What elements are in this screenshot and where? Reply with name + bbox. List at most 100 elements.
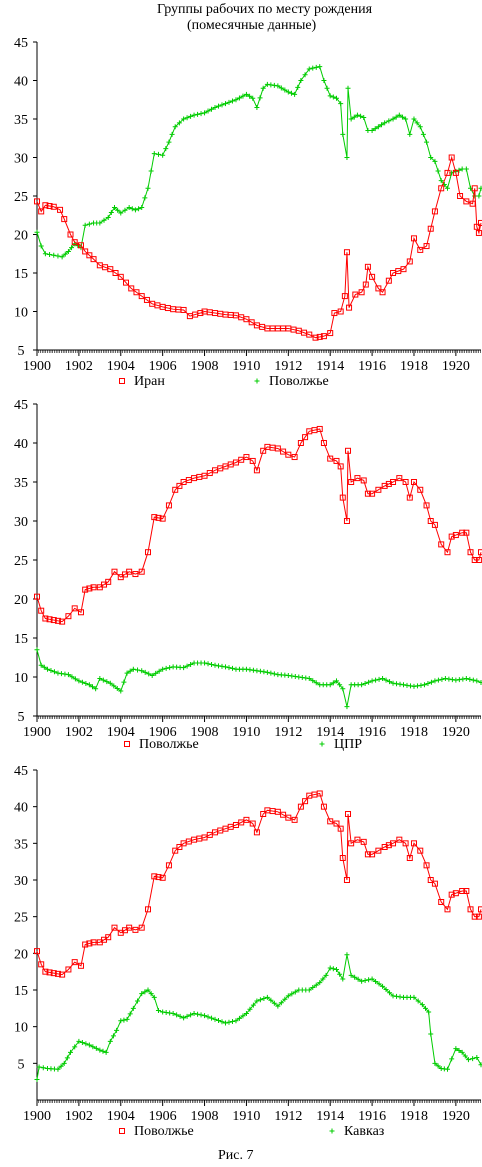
data-point bbox=[444, 549, 451, 556]
data-point bbox=[364, 263, 371, 270]
data-point bbox=[380, 983, 386, 989]
y-tick-label: 20 bbox=[14, 947, 28, 962]
data-point bbox=[478, 185, 482, 191]
data-point bbox=[205, 108, 211, 114]
data-point bbox=[410, 479, 417, 485]
data-point bbox=[243, 1010, 249, 1016]
data-point bbox=[321, 78, 327, 83]
data-point bbox=[149, 672, 155, 678]
data-point bbox=[358, 289, 365, 296]
data-point bbox=[337, 682, 343, 688]
data-point bbox=[381, 482, 388, 489]
data-point bbox=[423, 502, 430, 509]
data-point bbox=[184, 115, 190, 121]
data-point bbox=[424, 139, 430, 145]
legend-label: Поволжье bbox=[134, 1124, 194, 1139]
data-point bbox=[302, 798, 309, 805]
data-point bbox=[390, 479, 397, 485]
data-point bbox=[474, 1054, 480, 1060]
data-point bbox=[435, 168, 441, 174]
data-point bbox=[90, 256, 97, 263]
data-point bbox=[471, 557, 478, 563]
data-point bbox=[57, 206, 64, 213]
data-point bbox=[444, 169, 451, 176]
data-point bbox=[111, 205, 117, 211]
data-point bbox=[467, 549, 474, 556]
data-point bbox=[50, 203, 57, 210]
data-point bbox=[292, 91, 298, 97]
data-point bbox=[67, 231, 74, 238]
data-point bbox=[93, 686, 99, 692]
data-point bbox=[212, 662, 218, 668]
data-point bbox=[337, 825, 344, 832]
data-point bbox=[126, 568, 133, 575]
data-point bbox=[285, 89, 291, 95]
x-tick-label: 1916 bbox=[358, 725, 386, 740]
data-point bbox=[463, 198, 470, 205]
data-point bbox=[118, 688, 124, 694]
data-point bbox=[139, 205, 145, 211]
data-point bbox=[195, 1011, 201, 1017]
data-point bbox=[110, 1033, 116, 1039]
data-point bbox=[176, 844, 183, 850]
data-point bbox=[396, 836, 403, 843]
x-tick-label: 1902 bbox=[65, 725, 93, 740]
data-point bbox=[369, 273, 376, 280]
data-point bbox=[233, 1018, 239, 1024]
data-point bbox=[414, 120, 420, 126]
x-tick-label: 1912 bbox=[274, 1109, 302, 1124]
data-point bbox=[79, 679, 85, 685]
x-tick-label: 1916 bbox=[358, 1109, 386, 1124]
data-point bbox=[415, 998, 421, 1004]
data-point bbox=[448, 533, 455, 540]
data-point bbox=[247, 93, 253, 99]
data-point bbox=[337, 463, 344, 470]
data-point bbox=[346, 304, 353, 311]
data-point bbox=[71, 239, 78, 246]
data-point bbox=[292, 989, 298, 995]
data-point bbox=[427, 877, 434, 883]
data-point bbox=[172, 847, 179, 854]
data-point bbox=[205, 661, 211, 667]
data-point bbox=[435, 677, 441, 683]
data-point bbox=[128, 285, 135, 292]
data-point bbox=[97, 220, 103, 226]
data-point bbox=[344, 704, 350, 710]
data-point bbox=[313, 982, 319, 988]
data-point bbox=[320, 333, 327, 340]
data-point bbox=[34, 647, 40, 653]
data-point bbox=[402, 479, 409, 485]
data-point bbox=[324, 85, 330, 91]
data-point bbox=[354, 836, 361, 843]
data-point bbox=[361, 114, 367, 120]
data-point bbox=[129, 206, 135, 212]
data-point bbox=[431, 521, 438, 528]
data-point bbox=[280, 448, 287, 455]
data-point bbox=[460, 676, 466, 682]
data-point bbox=[111, 924, 118, 931]
data-point bbox=[86, 221, 92, 227]
x-tick-label: 1906 bbox=[149, 359, 177, 374]
data-point bbox=[282, 87, 288, 93]
data-point bbox=[64, 1055, 70, 1061]
data-point bbox=[385, 277, 392, 284]
data-point bbox=[243, 666, 249, 672]
data-point bbox=[209, 106, 215, 112]
data-point bbox=[463, 166, 469, 172]
data-point bbox=[114, 685, 120, 691]
data-point bbox=[226, 1019, 232, 1025]
data-point bbox=[79, 1040, 85, 1046]
data-point bbox=[394, 681, 400, 687]
data-point bbox=[233, 97, 239, 103]
data-point bbox=[219, 663, 225, 669]
data-point bbox=[188, 1012, 194, 1018]
data-point bbox=[471, 913, 478, 920]
data-point bbox=[132, 207, 138, 213]
data-point bbox=[438, 541, 445, 548]
x-tick-label: 1900 bbox=[23, 725, 51, 740]
data-point bbox=[306, 676, 312, 682]
data-point bbox=[303, 675, 309, 681]
data-point bbox=[438, 185, 445, 192]
data-point bbox=[327, 818, 334, 825]
data-point bbox=[345, 85, 351, 91]
